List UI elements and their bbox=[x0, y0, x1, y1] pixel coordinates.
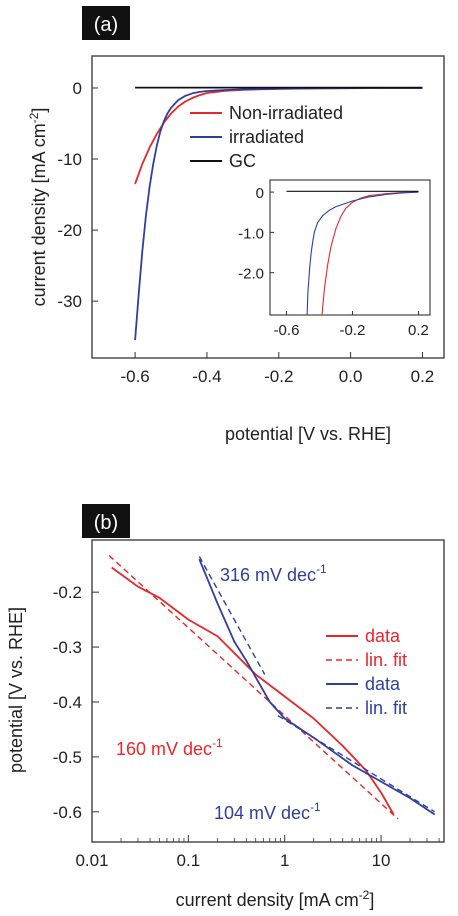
panel-b-series-4-line bbox=[277, 715, 436, 813]
annotation-316-mv: 316 mV dec-1 bbox=[220, 562, 327, 585]
legend-label-non-irradiated: Non-irradiated bbox=[229, 103, 343, 123]
inset-ticks: -0.6 -0.2 0.2 0 -1.0 -2.0 bbox=[238, 185, 429, 339]
panel-b-xtick-label: 0.1 bbox=[177, 851, 201, 870]
inset-xtick-label: -0.6 bbox=[274, 322, 300, 339]
inset-ytick-label: -2.0 bbox=[238, 266, 264, 283]
panel-b-xtick-label: 0.01 bbox=[75, 851, 108, 870]
panel-a-ticks: -0.6 -0.4 -0.2 0.0 0.2 0 -10 -20 -30 bbox=[57, 79, 434, 386]
panel-a-xtick-label: -0.6 bbox=[120, 367, 149, 386]
panel-a-ytick-label: 0 bbox=[73, 79, 82, 98]
panel-a-xlabel: potential [V vs. RHE] bbox=[225, 424, 391, 444]
panel-a-ytick-label: -10 bbox=[57, 150, 82, 169]
annotation-160-sup: -1 bbox=[212, 736, 223, 750]
panel-b-xtick-label: 1 bbox=[280, 851, 289, 870]
panel-b-ytick-label: -0.3 bbox=[53, 638, 82, 657]
legend-label-red-fit: lin. fit bbox=[365, 650, 407, 670]
panel-b-series bbox=[108, 554, 436, 820]
panel-b-xlabel-sup: -2 bbox=[359, 888, 370, 902]
inset-ytick-label: -1.0 bbox=[238, 225, 264, 242]
panel-b-series-1-line bbox=[108, 554, 399, 820]
annotation-104-text: 104 mV dec bbox=[214, 803, 310, 823]
panel-b-badge bbox=[82, 504, 130, 538]
annotation-160-text: 160 mV dec bbox=[116, 739, 212, 759]
panel-a-series-1-line bbox=[134, 87, 423, 341]
panel-a-xtick-label: -0.4 bbox=[192, 367, 221, 386]
annotation-316-text: 316 mV dec bbox=[220, 565, 316, 585]
panel-b-series-3-line bbox=[198, 556, 266, 675]
panel-b-ticks: 0.01 0.1 1 10 -0.2 -0.3 -0.4 -0.5 -0.6 bbox=[53, 583, 440, 870]
inset-xtick-label: 0.2 bbox=[408, 322, 429, 339]
panel-b-series-2-line bbox=[198, 558, 436, 816]
inset-series-0-line bbox=[321, 191, 419, 315]
panel-b-xlabel: current density [mA cm-2] bbox=[176, 888, 375, 910]
panel-b-legend: data lin. fit data lin. fit bbox=[326, 626, 407, 718]
panel-a-ylabel-close: ] bbox=[29, 108, 49, 113]
panel-a-xtick-label: -0.2 bbox=[264, 367, 293, 386]
panel-a-ylabel: current density [mA cm-2] bbox=[27, 108, 49, 307]
legend-label-irradiated: irradiated bbox=[229, 127, 304, 147]
inset-frame bbox=[269, 179, 431, 316]
panel-a-ytick-label: -20 bbox=[57, 221, 82, 240]
panel-b-ytick-label: -0.4 bbox=[53, 693, 82, 712]
legend-label-blue-data: data bbox=[365, 674, 401, 694]
panel-a-badge-label: (a) bbox=[94, 14, 118, 36]
panel-a-inset: -0.6 -0.2 0.2 0 -1.0 -2.0 bbox=[238, 179, 431, 339]
inset-ytick-label: 0 bbox=[256, 185, 264, 202]
annotation-316-sup: -1 bbox=[316, 562, 327, 576]
panel-b-ytick-label: -0.5 bbox=[53, 748, 82, 767]
panel-b-series-0-line bbox=[111, 566, 395, 815]
panel-a-xtick-label: 0.0 bbox=[339, 367, 363, 386]
panel-b-xlabel-main: current density [mA cm bbox=[176, 890, 359, 910]
annotation-104-sup: -1 bbox=[310, 800, 321, 814]
inset-xtick-label: -0.2 bbox=[340, 322, 366, 339]
panel-a-badge bbox=[82, 6, 130, 40]
panel-a-series bbox=[134, 86, 423, 341]
legend-label-gc: GC bbox=[229, 151, 256, 171]
panel-a-ylabel-main: current density [mA cm bbox=[29, 123, 49, 306]
panel-b-xlabel-close: ] bbox=[369, 890, 374, 910]
panel-a: (a) -0.6 -0.4 -0.2 0.0 0.20-10-20-30 Non-irr… bbox=[27, 6, 445, 444]
panel-b-xtick-label: 10 bbox=[372, 851, 391, 870]
panel-b: (b) 0.01 0.1 1 10 -0.2 -0.3 -0.4 -0.5 -0.6 data … bbox=[6, 504, 445, 910]
annotation-160-mv: 160 mV dec-1 bbox=[116, 736, 223, 759]
panel-b-ytick-label: -0.2 bbox=[53, 583, 82, 602]
legend-label-red-data: data bbox=[365, 626, 401, 646]
panel-b-ytick-label: -0.6 bbox=[53, 803, 82, 822]
annotation-104-mv: 104 mV dec-1 bbox=[214, 800, 321, 823]
inset-series bbox=[286, 190, 419, 315]
panel-b-badge-label: (b) bbox=[94, 512, 118, 534]
panel-b-plot-frame bbox=[91, 539, 445, 843]
panel-a-ylabel-sup: -2 bbox=[27, 112, 41, 123]
panel-b-ylabel: potential [V vs. RHE] bbox=[6, 607, 26, 773]
panel-a-xtick-label: 0.2 bbox=[411, 367, 435, 386]
legend-label-blue-fit: lin. fit bbox=[365, 698, 407, 718]
inset-series-1-line bbox=[306, 191, 419, 315]
panel-a-ytick-label: -30 bbox=[57, 292, 82, 311]
panel-a-plot-frame bbox=[91, 55, 445, 359]
panel-a-legend: Non-irradiated irradiated GC bbox=[190, 103, 343, 171]
